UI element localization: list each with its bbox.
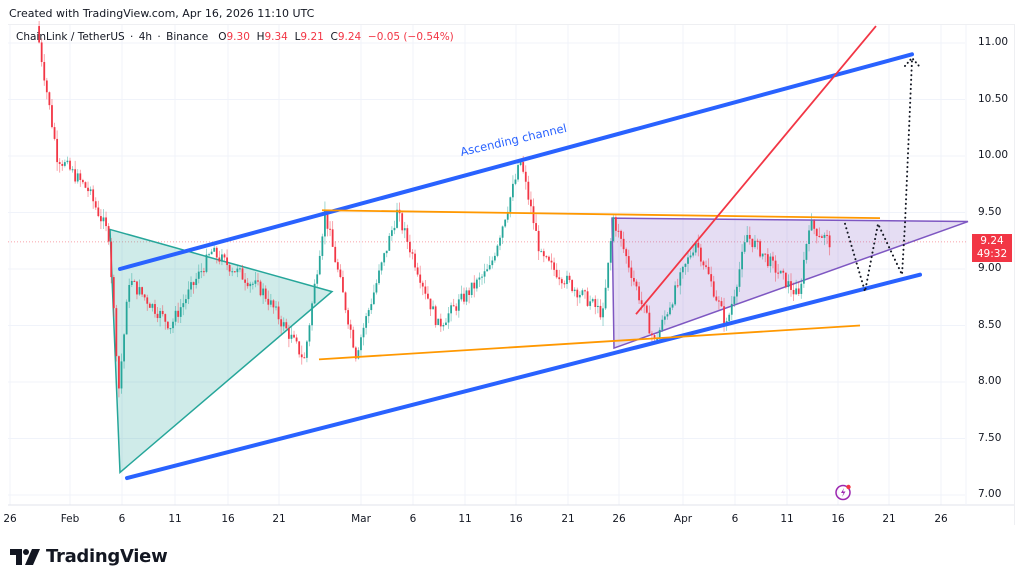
interval[interactable]: 4h [138, 31, 153, 43]
chart-credit: Created with TradingView.com, Apr 16, 20… [9, 7, 315, 20]
brand-name: TradingView [46, 546, 168, 567]
tradingview-logo[interactable]: TradingView [10, 546, 168, 567]
bar-countdown: 49:32 [976, 248, 1008, 260]
lightning-icon[interactable] [834, 483, 852, 501]
time-tick: Mar [351, 513, 371, 525]
low-value: 9.21 [300, 31, 324, 43]
price-tick: 9.50 [978, 205, 1002, 218]
time-tick: 11 [168, 513, 182, 525]
price-tick: 10.00 [978, 149, 1009, 161]
time-tick: Feb [60, 513, 80, 525]
symbol-name[interactable]: ChainLink / TetherUS [16, 31, 125, 43]
symbol-legend: ChainLink / TetherUS · 4h · Binance O9.3… [16, 31, 454, 43]
grid-lines [8, 25, 1014, 506]
time-tick: 26 [934, 513, 948, 525]
price-tick: 10.50 [978, 92, 1009, 105]
open-value: 9.30 [226, 31, 250, 43]
time-tick: 16 [509, 513, 523, 525]
low-label: L [294, 31, 301, 43]
high-label: H [256, 31, 265, 43]
separator: · [157, 31, 161, 43]
time-tick: 26 [612, 513, 626, 525]
price-tick: 7.50 [978, 431, 1002, 444]
time-tick: 6 [409, 513, 417, 525]
chart-frame [8, 24, 1015, 525]
price-tick: 9.00 [978, 262, 1002, 274]
time-tick: 6 [731, 513, 739, 525]
price-tick: 7.00 [978, 488, 1002, 500]
time-tick: 21 [561, 513, 575, 525]
change-value: −0.05 (−0.54%) [367, 31, 454, 43]
time-tick: Apr [673, 513, 693, 525]
open-label: O [218, 31, 227, 43]
drawings-lines [118, 25, 922, 481]
tradingview-logo-icon [10, 548, 40, 565]
time-tick: 11 [780, 513, 794, 525]
price-tick: 8.50 [978, 318, 1002, 331]
time-tick: 6 [118, 513, 126, 525]
time-tick: 21 [272, 513, 286, 525]
close-label: C [330, 31, 338, 43]
time-tick: 11 [458, 513, 472, 525]
price-tick: 8.00 [978, 375, 1002, 387]
separator: · [130, 31, 134, 43]
last-price: 9.24 [980, 235, 1004, 247]
time-tick: 16 [221, 513, 235, 525]
candlestick-series [38, 20, 831, 398]
time-tick: 26 [3, 513, 17, 525]
last-price-tag: 9.24 49:32 [972, 234, 1012, 262]
high-value: 9.34 [264, 31, 288, 43]
exchange: Binance [166, 31, 209, 43]
time-tick: 16 [831, 513, 845, 525]
close-value: 9.24 [337, 31, 362, 43]
time-tick: 21 [882, 513, 896, 525]
price-tick: 11.00 [978, 36, 1009, 48]
